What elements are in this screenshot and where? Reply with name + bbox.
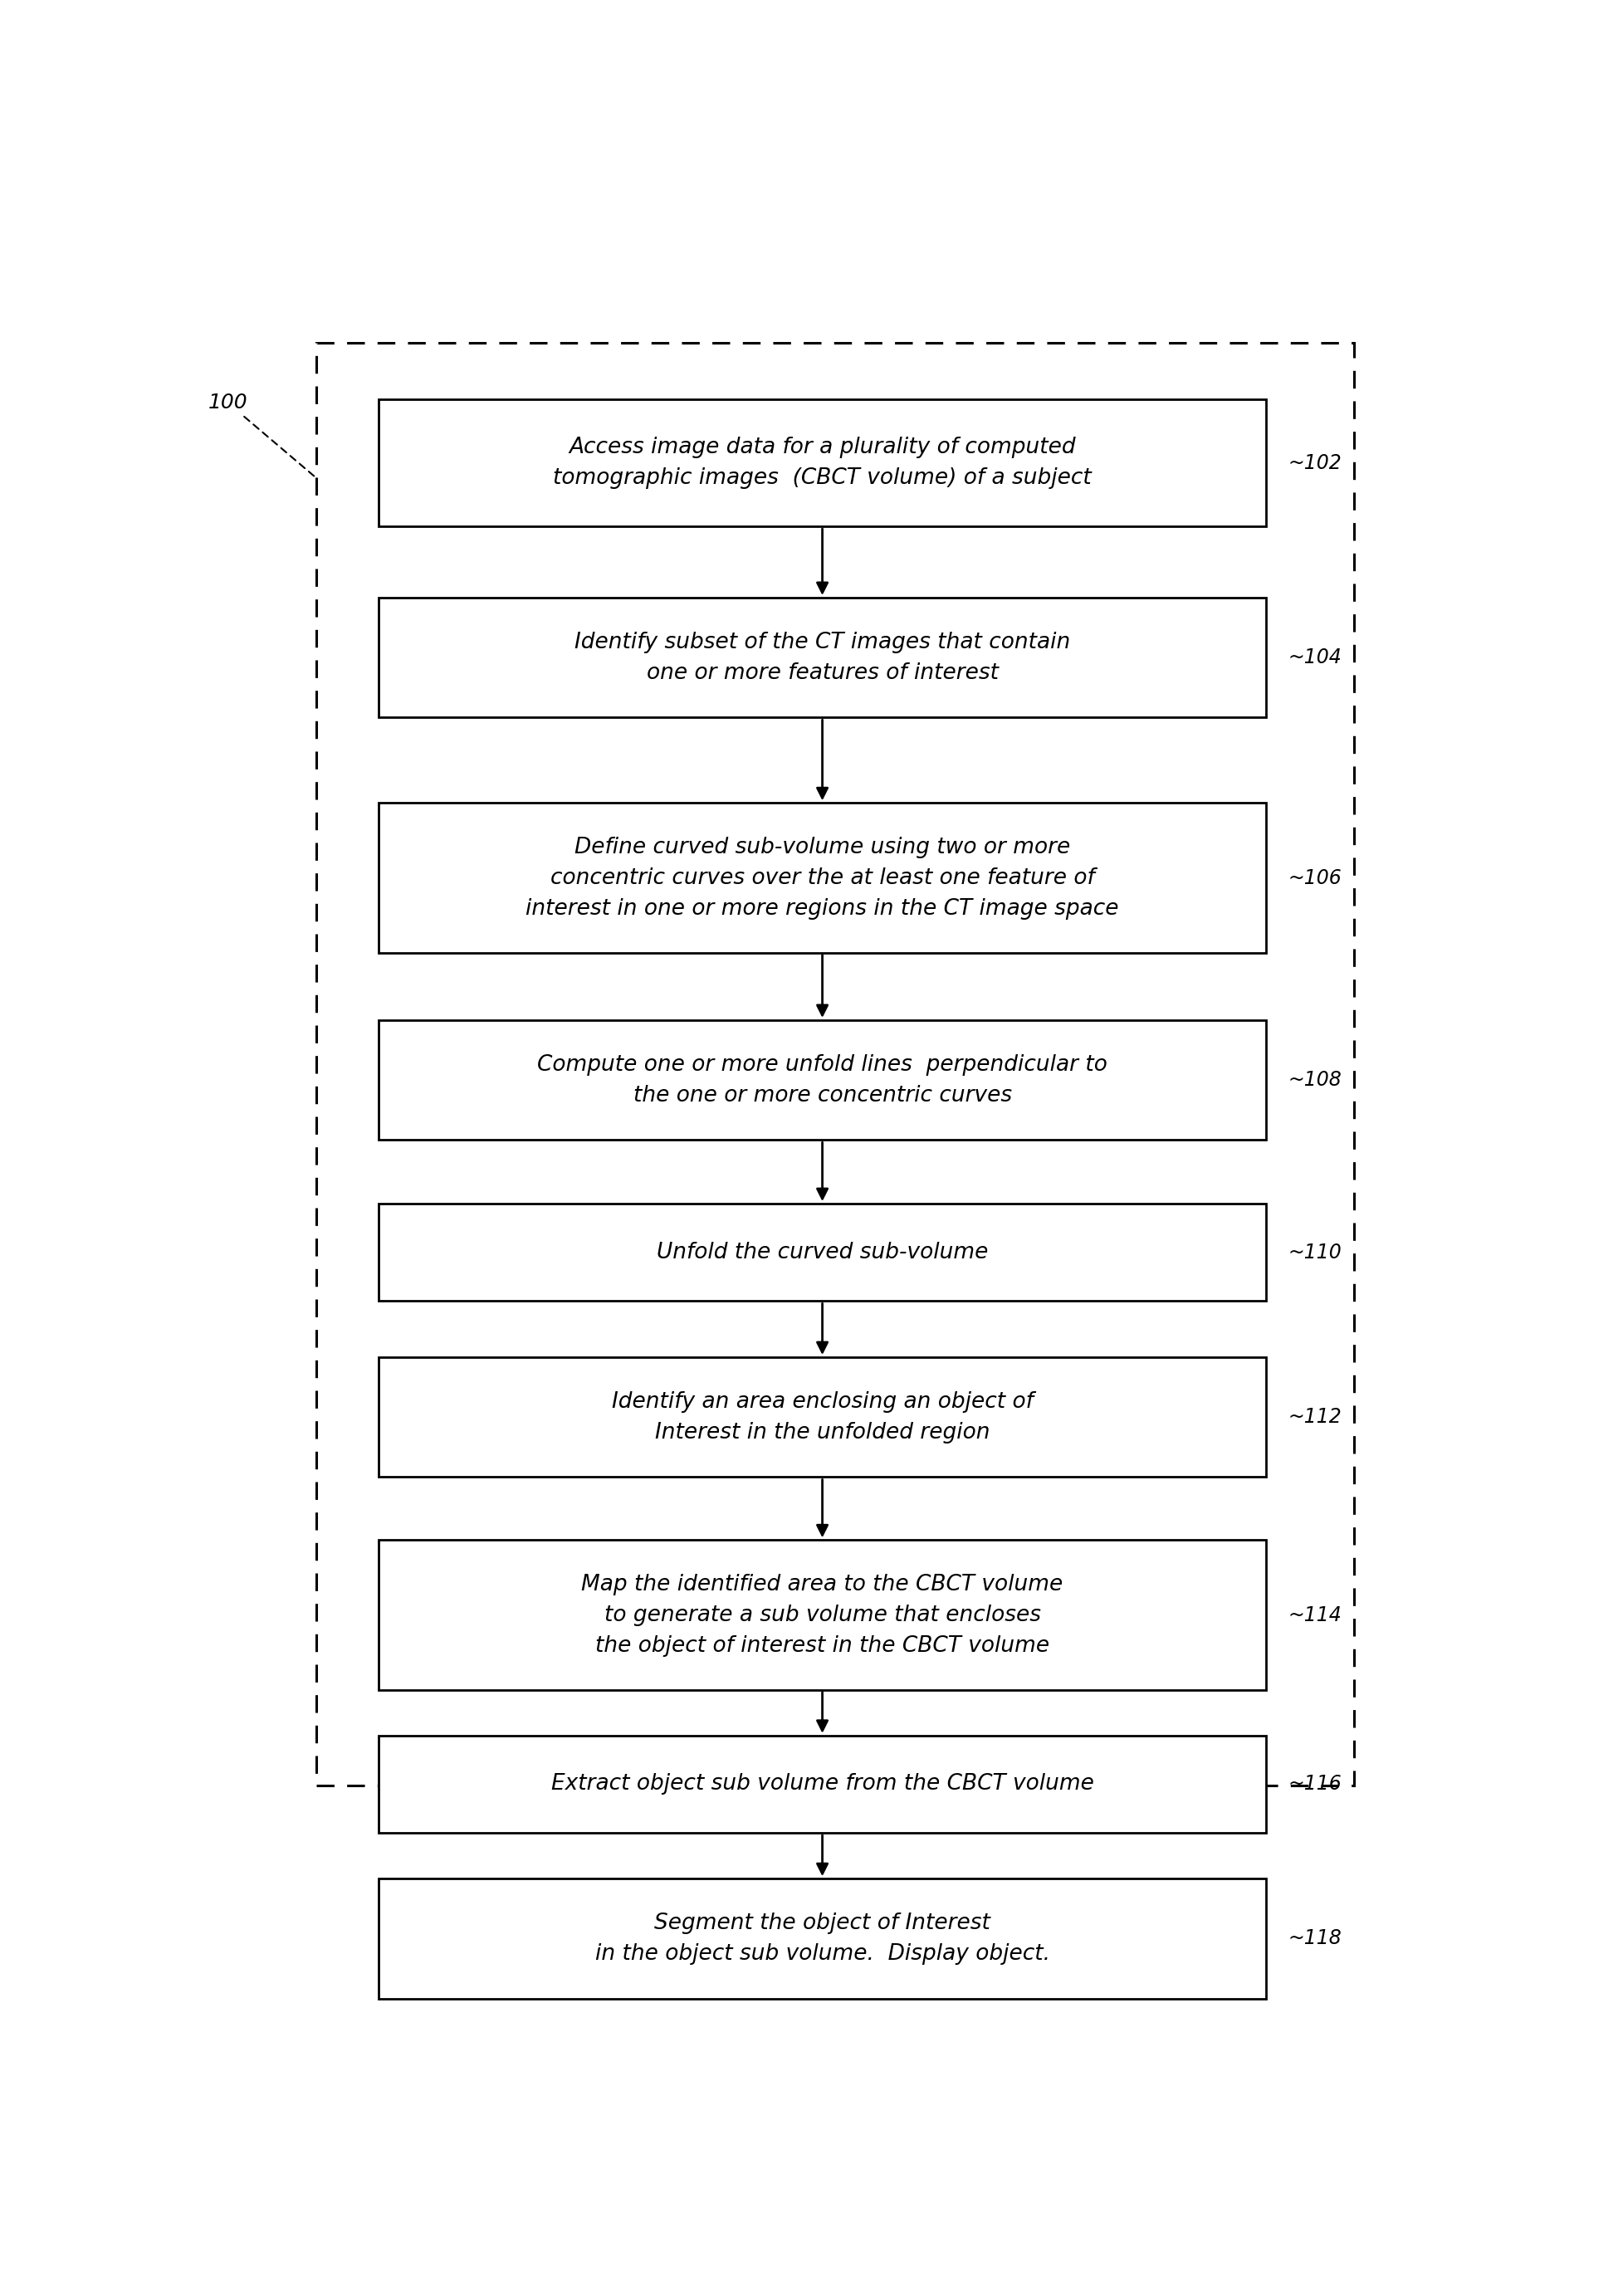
- Text: Identify subset of the CT images that contain
one or more features of interest: Identify subset of the CT images that co…: [575, 631, 1070, 684]
- Text: Unfold the curved sub-volume: Unfold the curved sub-volume: [657, 1242, 988, 1263]
- Text: ~102: ~102: [1289, 452, 1342, 473]
- Text: 100: 100: [208, 393, 315, 475]
- Text: Map the identified area to the CBCT volume
to generate a sub volume that enclose: Map the identified area to the CBCT volu…: [581, 1573, 1063, 1655]
- Text: ~116: ~116: [1289, 1775, 1342, 1793]
- FancyBboxPatch shape: [378, 1541, 1266, 1690]
- Text: ~112: ~112: [1289, 1407, 1342, 1428]
- Text: ~104: ~104: [1289, 647, 1342, 668]
- Text: ~108: ~108: [1289, 1070, 1342, 1091]
- FancyBboxPatch shape: [316, 342, 1354, 1786]
- FancyBboxPatch shape: [378, 1203, 1266, 1302]
- FancyBboxPatch shape: [378, 804, 1266, 953]
- Text: Segment the object of Interest
in the object sub volume.  Display object.: Segment the object of Interest in the ob…: [596, 1913, 1050, 1965]
- Text: ~114: ~114: [1289, 1605, 1342, 1626]
- FancyBboxPatch shape: [378, 1019, 1266, 1141]
- Text: Compute one or more unfold lines  perpendicular to
the one or more concentric cu: Compute one or more unfold lines perpend…: [537, 1054, 1107, 1107]
- FancyBboxPatch shape: [378, 1357, 1266, 1476]
- Text: Access image data for a plurality of computed
tomographic images  (CBCT volume) : Access image data for a plurality of com…: [553, 436, 1092, 489]
- Text: Define curved sub-volume using two or more
concentric curves over the at least o: Define curved sub-volume using two or mo…: [526, 836, 1118, 918]
- FancyBboxPatch shape: [378, 1878, 1266, 1998]
- Text: ~110: ~110: [1289, 1242, 1342, 1263]
- Text: Extract object sub volume from the CBCT volume: Extract object sub volume from the CBCT …: [550, 1773, 1094, 1795]
- Text: Identify an area enclosing an object of
Interest in the unfolded region: Identify an area enclosing an object of …: [612, 1391, 1034, 1444]
- FancyBboxPatch shape: [378, 400, 1266, 526]
- FancyBboxPatch shape: [378, 597, 1266, 716]
- FancyBboxPatch shape: [378, 1736, 1266, 1832]
- Text: ~118: ~118: [1289, 1929, 1342, 1949]
- Text: ~106: ~106: [1289, 868, 1342, 889]
